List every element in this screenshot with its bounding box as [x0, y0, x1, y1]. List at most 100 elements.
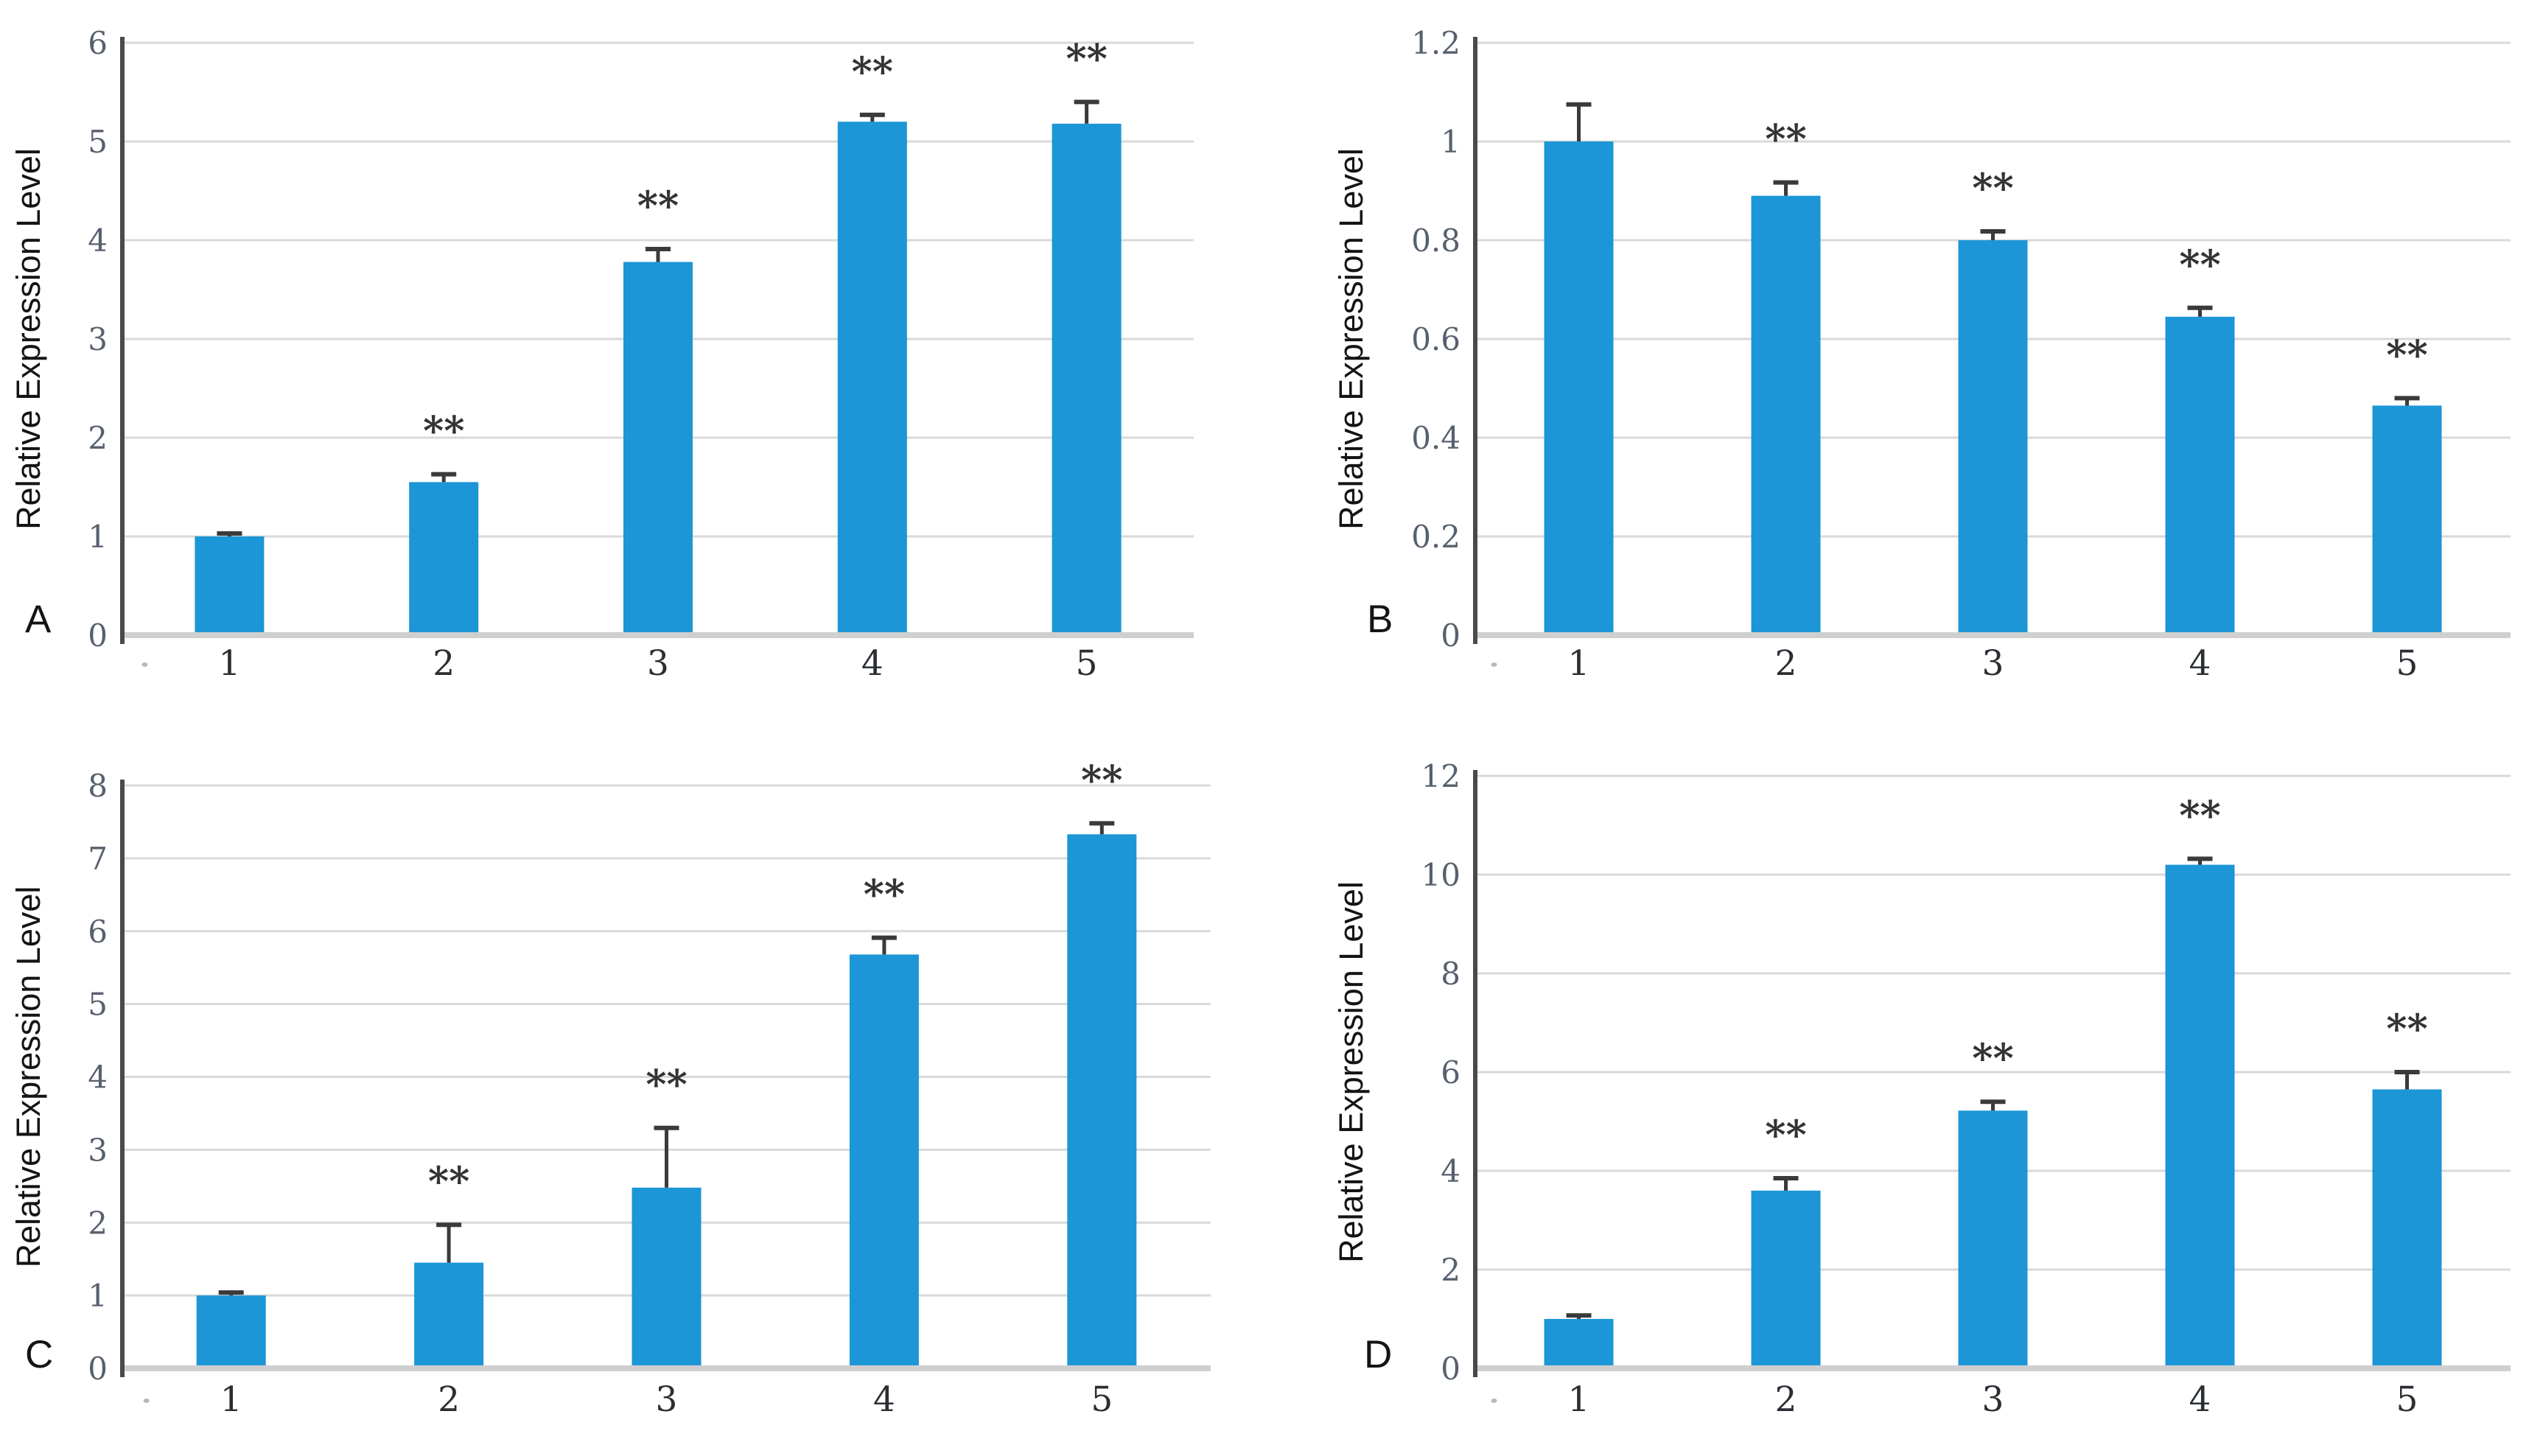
bar — [2372, 1089, 2442, 1368]
x-tick-label: 3 — [647, 643, 669, 684]
y-tick-label: 4 — [88, 223, 108, 259]
significance-marker: ** — [1765, 1111, 1806, 1158]
x-tick-label: 4 — [861, 643, 884, 684]
bar — [1052, 123, 1122, 635]
x-tick-label: 2 — [1775, 643, 1797, 684]
significance-marker: ** — [637, 182, 679, 229]
significance-marker: ** — [2179, 241, 2220, 288]
y-tick-label: 5 — [88, 124, 108, 160]
y-tick-label: 2 — [1441, 1252, 1461, 1288]
panel-letter: A — [25, 598, 52, 641]
y-axis-title: Relative Expression Level — [1332, 148, 1370, 530]
bar — [1751, 195, 1821, 635]
bar — [623, 262, 693, 635]
y-tick-label: 2 — [88, 1205, 108, 1241]
y-tick-label: 0.4 — [1411, 420, 1461, 456]
significance-marker: ** — [2179, 792, 2220, 839]
significance-marker: ** — [2386, 331, 2427, 378]
y-tick-label: 6 — [88, 25, 108, 61]
significance-marker: ** — [864, 871, 905, 918]
y-tick-label: 0 — [88, 1351, 108, 1387]
bar — [2372, 405, 2442, 635]
x-tick-label: 3 — [1982, 643, 2004, 684]
x-tick-label: 3 — [656, 1379, 678, 1420]
y-tick-label: 1 — [88, 1278, 108, 1314]
significance-marker: ** — [428, 1158, 469, 1205]
significance-marker: ** — [1972, 164, 2013, 211]
x-tick-label: 5 — [1091, 1379, 1113, 1420]
bar — [1751, 1190, 1821, 1368]
y-tick-label: 0.6 — [1411, 321, 1461, 357]
bar — [1067, 834, 1137, 1368]
x-tick-label: 1 — [218, 643, 240, 684]
stray-mark — [1491, 662, 1497, 667]
panel-a-chart: 0 1 2 3 4 5 6 1 ** 2 ** 3 ** 4 ** 5 Relative Expression … — [10, 25, 1194, 684]
y-tick-label: 1.2 — [1411, 25, 1461, 61]
bar — [1544, 141, 1614, 635]
y-tick-label: 3 — [88, 1132, 108, 1168]
bar — [1544, 1319, 1614, 1368]
x-tick-label: 1 — [1568, 1379, 1590, 1420]
bar — [1958, 240, 2028, 635]
x-tick-label: 1 — [1568, 643, 1590, 684]
y-tick-label: 4 — [88, 1060, 108, 1096]
significance-marker: ** — [1765, 116, 1806, 163]
bar — [2165, 316, 2235, 635]
x-tick-label: 4 — [2189, 643, 2211, 684]
significance-marker: ** — [2386, 1005, 2427, 1052]
x-tick-label: 2 — [438, 1379, 460, 1420]
panel-letter: C — [25, 1333, 53, 1376]
stray-mark — [141, 662, 148, 667]
y-axis-title: Relative Expression Level — [10, 148, 47, 530]
x-tick-label: 4 — [873, 1379, 895, 1420]
bar — [409, 482, 479, 635]
panel-letter: B — [1367, 598, 1393, 641]
y-tick-label: 0 — [88, 617, 108, 654]
y-tick-label: 8 — [1441, 956, 1461, 992]
y-tick-label: 1 — [1441, 124, 1461, 160]
y-axis-title: Relative Expression Level — [10, 886, 47, 1268]
y-tick-label: 0 — [1441, 617, 1461, 654]
stray-mark — [143, 1399, 150, 1403]
significance-marker: ** — [646, 1061, 687, 1108]
panel-b-chart: 0 0.2 0.4 0.6 0.8 1 1.2 1 ** 2 ** 3 ** 4 ** 5 Relative E… — [1332, 25, 2511, 684]
panel-c-chart: 0 1 2 3 4 5 6 7 8 1 ** 2 ** 3 ** 4 ** 5 Relative Expressio… — [10, 756, 1211, 1420]
y-axis-title: Relative Expression Level — [1332, 881, 1370, 1263]
y-tick-label: 8 — [88, 768, 108, 804]
y-tick-label: 6 — [1441, 1054, 1461, 1091]
x-tick-label: 5 — [2396, 1379, 2418, 1420]
panel-letter: D — [1364, 1333, 1392, 1376]
x-tick-label: 2 — [433, 643, 455, 684]
bar — [837, 122, 907, 635]
y-tick-label: 4 — [1441, 1153, 1461, 1189]
y-tick-label: 6 — [88, 914, 108, 950]
y-tick-label: 2 — [88, 420, 108, 456]
bar — [195, 536, 265, 635]
x-tick-label: 2 — [1775, 1379, 1797, 1420]
x-tick-label: 3 — [1982, 1379, 2004, 1420]
bar — [632, 1187, 702, 1368]
bar — [2165, 864, 2235, 1368]
significance-marker: ** — [423, 407, 464, 455]
y-tick-label: 0.2 — [1411, 519, 1461, 555]
x-tick-label: 5 — [1076, 643, 1098, 684]
significance-marker: ** — [852, 48, 893, 95]
y-tick-label: 5 — [88, 987, 108, 1023]
x-tick-label: 5 — [2396, 643, 2418, 684]
y-tick-label: 10 — [1421, 857, 1461, 893]
significance-marker: ** — [1066, 35, 1107, 82]
significance-marker: ** — [1972, 1035, 2013, 1082]
bar — [1958, 1110, 2028, 1368]
y-tick-label: 0.8 — [1411, 223, 1461, 259]
y-tick-label: 7 — [88, 841, 108, 877]
y-tick-label: 12 — [1421, 758, 1461, 794]
x-tick-label: 4 — [2189, 1379, 2211, 1420]
stray-mark — [1491, 1399, 1497, 1403]
significance-marker: ** — [1081, 756, 1122, 803]
bar — [849, 954, 919, 1368]
bar — [414, 1262, 484, 1368]
y-tick-label: 3 — [88, 321, 108, 357]
bar — [196, 1295, 266, 1368]
y-tick-label: 1 — [88, 519, 108, 555]
